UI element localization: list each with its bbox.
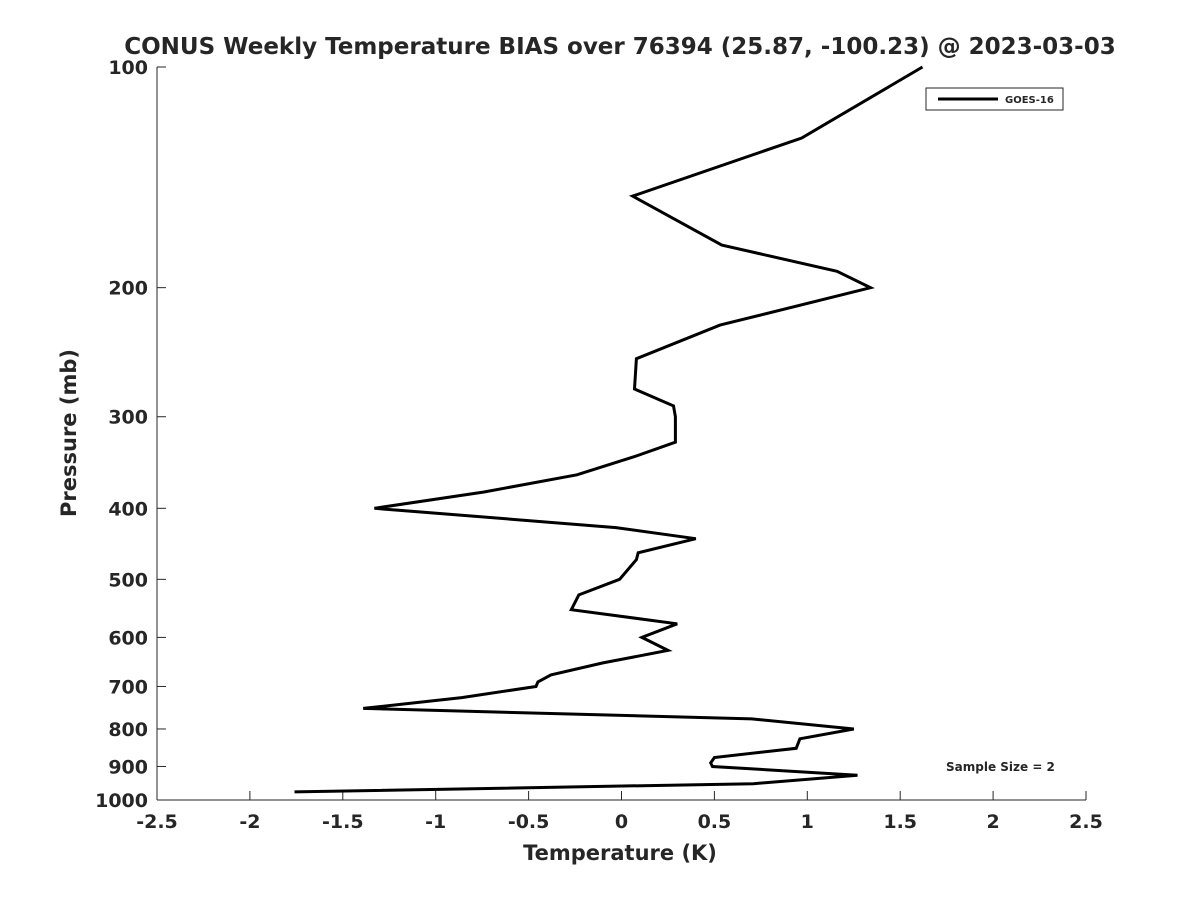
y-tick-label: 300: [108, 407, 148, 429]
x-tick-label: -1: [425, 811, 446, 833]
y-axis-ticks: 100 200 300 400 500 600 700 800 900 1000: [95, 57, 166, 812]
x-tick-label: -0.5: [508, 811, 550, 833]
legend: GOES-16: [925, 87, 1064, 111]
x-axis-ticks: -2.5 -2 -1.5 -1 -0.5 0 0.5 1 1.5 2 2.5: [136, 791, 1103, 833]
x-tick-label: -1.5: [322, 811, 364, 833]
x-tick-label: -2.5: [136, 811, 178, 833]
y-tick-label: 600: [108, 627, 148, 649]
x-tick-label: 0.5: [698, 811, 732, 833]
y-tick-label: 400: [108, 498, 148, 520]
y-tick-label: 1000: [95, 790, 148, 812]
sample-size-annotation: Sample Size = 2: [946, 760, 1055, 774]
x-tick-label: 1: [801, 811, 814, 833]
x-tick-label: 1.5: [883, 811, 917, 833]
y-tick-label: 800: [108, 719, 148, 741]
x-tick-label: 2: [986, 811, 999, 833]
x-tick-label: 0: [615, 811, 628, 833]
legend-label-goes-16: GOES-16: [1005, 95, 1054, 106]
y-tick-label: 900: [108, 756, 148, 778]
series-line-goes-16: [294, 65, 924, 794]
y-axis-label: Pressure (mb): [57, 349, 81, 517]
x-tick-label: 2.5: [1069, 811, 1103, 833]
y-tick-label: 100: [108, 57, 148, 79]
x-axis-label: Temperature (K): [523, 841, 717, 865]
chart-title: CONUS Weekly Temperature BIAS over 76394…: [124, 34, 1115, 60]
y-tick-label: 700: [108, 676, 148, 698]
x-tick-label: -2: [239, 811, 260, 833]
y-tick-label: 500: [108, 569, 148, 591]
series-lines: [294, 65, 924, 794]
y-tick-label: 200: [108, 278, 148, 300]
